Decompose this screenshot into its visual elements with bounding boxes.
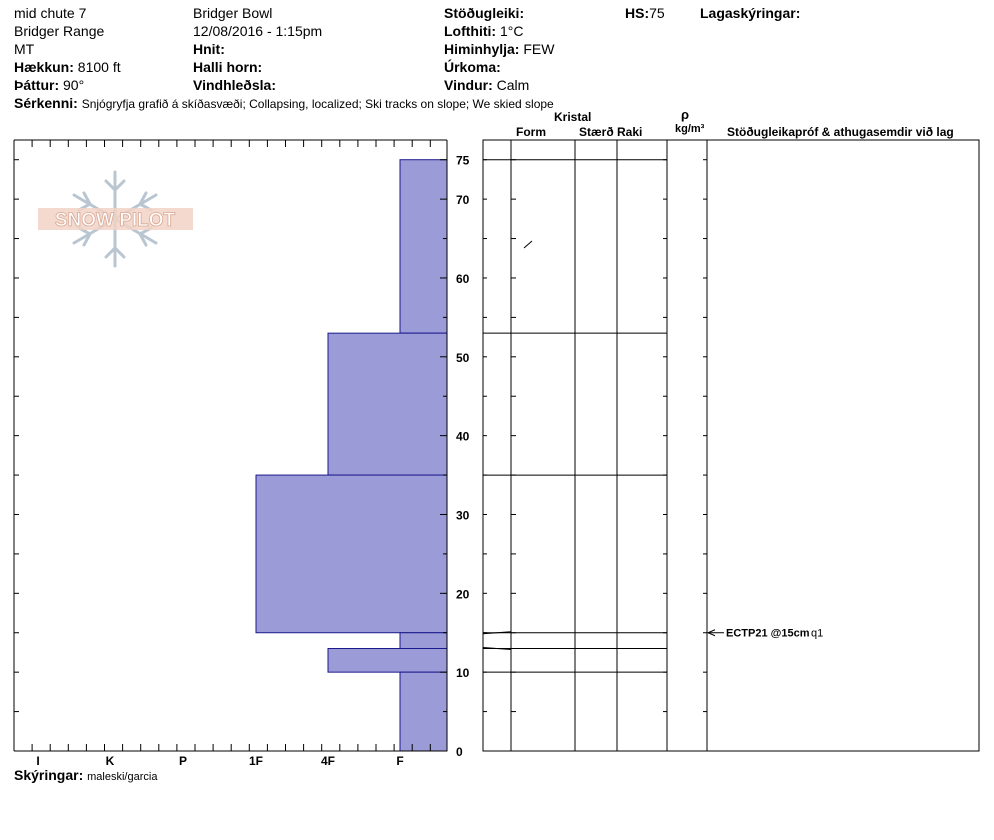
test-result-arrow-head xyxy=(706,629,716,637)
hs-row: HS:75 xyxy=(625,5,665,21)
test-result-quality: q1 xyxy=(811,628,823,640)
elevation-label: Hækkun: xyxy=(14,59,74,75)
hardness-bar-4 xyxy=(327,648,448,673)
hardness-bar-5 xyxy=(399,671,448,752)
stability-comments-header: Stöðugleikapróf & athugasemdir við lag xyxy=(727,125,954,139)
layer-notes-label: Lagaskýringar: xyxy=(700,5,801,21)
observation-datetime: 12/08/2016 - 1:15pm xyxy=(193,23,323,39)
depth-tick-label: 50 xyxy=(456,351,470,365)
snowpilot-logo: SNOW PILOT xyxy=(38,170,193,268)
depth-tick-label: 70 xyxy=(456,193,470,207)
air-temp-value: 1°C xyxy=(499,23,524,39)
hardness-tick-label: K xyxy=(106,754,115,768)
wind-row: Vindur: Calm xyxy=(444,77,529,93)
air-temp-label: Lofthiti: xyxy=(444,23,497,39)
crystal-header: Kristal xyxy=(554,110,592,124)
depth-tick-label: 30 xyxy=(456,508,470,522)
depth-tick-label: 20 xyxy=(456,587,470,601)
elevation-row: Hækkun: 8100 ft xyxy=(14,59,121,75)
observers-value: maleski/garcia xyxy=(87,771,158,783)
boundary-connector xyxy=(482,631,512,635)
features-row: Sérkenni: Snjógryfja grafið á skíðasvæði… xyxy=(14,95,554,112)
depth-tick-label: 75 xyxy=(456,154,470,168)
hardness-bar-1 xyxy=(327,332,448,476)
range-name: Bridger Range xyxy=(14,23,105,39)
area-name: Bridger Bowl xyxy=(193,5,273,21)
stability-label: Stöðugleiki: xyxy=(444,5,525,21)
slope-label: Halli horn: xyxy=(193,59,263,75)
features-label: Sérkenni: xyxy=(14,95,78,111)
coords-row: Hnit: xyxy=(193,41,225,57)
crystal-form-glyph xyxy=(523,240,533,249)
wind-label: Vindur: xyxy=(444,77,493,93)
hardness-bar-0 xyxy=(399,159,448,334)
hs-label: HS: xyxy=(625,5,650,21)
hardness-tick-label: I xyxy=(36,754,39,768)
stability-row: Stöðugleiki: xyxy=(444,5,524,21)
aspect-row: Þáttur: 90° xyxy=(14,77,84,93)
size-header: Stærð xyxy=(579,125,614,139)
depth-tick-label: 60 xyxy=(456,272,470,286)
features-value: Snjógryfja grafið á skíðasvæði; Collapsi… xyxy=(81,97,554,111)
boundary-connector xyxy=(482,647,512,651)
location-name: mid chute 7 xyxy=(14,5,87,21)
moisture-header: Raki xyxy=(617,125,643,139)
form-header: Form xyxy=(516,125,546,139)
wind-loading-label: Vindhleðsla: xyxy=(193,77,276,93)
depth-tick-label: 10 xyxy=(456,666,470,680)
hardness-tick-label: 1F xyxy=(249,754,263,768)
air-temp-row: Lofthiti: 1°C xyxy=(444,23,523,39)
sky-value: FEW xyxy=(523,41,555,57)
sky-row: Himinhylja: FEW xyxy=(444,41,554,57)
density-unit-header: kg/m³ xyxy=(675,123,705,135)
observers-label: Skýringar: xyxy=(14,767,84,783)
layer-notes-row: Lagaskýringar: xyxy=(700,5,800,21)
slope-row: Halli horn: xyxy=(193,59,262,75)
hardness-tick-label: 4F xyxy=(321,754,335,768)
elevation-value: 8100 ft xyxy=(77,59,121,75)
precip-label: Úrkoma: xyxy=(444,59,501,75)
test-result-label: ECTP21 @15cm xyxy=(726,628,810,640)
depth-tick-label: 40 xyxy=(456,430,470,444)
rho-header: ρ xyxy=(681,107,690,122)
hs-value: 75 xyxy=(649,5,665,21)
precip-row: Úrkoma: xyxy=(444,59,501,75)
wind-loading-row: Vindhleðsla: xyxy=(193,77,276,93)
hardness-bar-2 xyxy=(255,474,448,634)
logo-text: SNOW PILOT xyxy=(55,210,176,231)
layer-table-frame xyxy=(482,139,980,752)
hardness-bar-3 xyxy=(399,632,448,650)
hardness-tick-label: F xyxy=(396,754,403,768)
aspect-label: Þáttur: xyxy=(14,77,60,93)
observers-row: Skýringar: maleski/garcia xyxy=(14,767,157,785)
depth-tick-label: 0 xyxy=(456,745,463,759)
sky-label: Himinhylja: xyxy=(444,41,520,57)
hardness-tick-label: P xyxy=(179,754,187,768)
coords-label: Hnit: xyxy=(193,41,225,57)
state-name: MT xyxy=(14,41,35,57)
wind-value: Calm xyxy=(496,77,530,93)
aspect-value: 90° xyxy=(63,77,85,93)
